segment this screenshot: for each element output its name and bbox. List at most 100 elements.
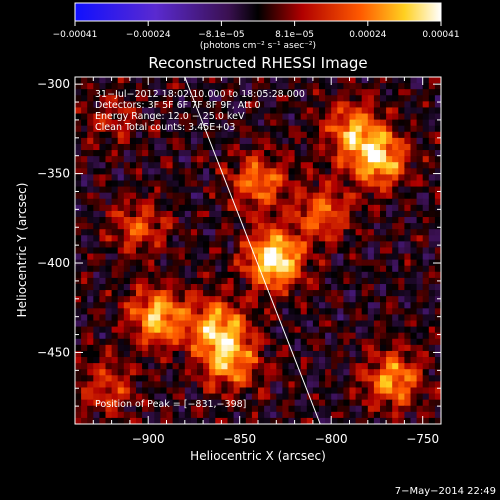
heatmap-pixel <box>276 168 283 176</box>
heatmap-pixel <box>270 198 277 206</box>
heatmap-pixel <box>190 229 198 236</box>
heatmap-pixel <box>99 113 107 121</box>
heatmap-pixel <box>337 320 344 328</box>
heatmap-pixel <box>209 369 216 376</box>
heatmap-pixel <box>172 290 180 297</box>
heatmap-pixel <box>251 265 259 273</box>
heatmap-pixel <box>197 192 204 200</box>
heatmap-pixel <box>428 296 436 303</box>
heatmap-pixel <box>300 235 308 242</box>
heatmap-pixel <box>148 277 155 285</box>
heatmap-pixel <box>148 338 155 346</box>
heatmap-pixel <box>105 326 113 334</box>
heatmap-pixel <box>233 350 241 358</box>
heatmap-pixel <box>87 198 94 206</box>
heatmap-pixel <box>123 192 131 200</box>
heatmap-pixel <box>203 150 210 157</box>
heatmap-pixel <box>117 150 125 157</box>
heatmap-pixel <box>404 89 412 96</box>
heatmap-pixel <box>404 277 412 285</box>
heatmap-pixel <box>343 338 351 346</box>
heatmap-pixel <box>227 247 235 255</box>
heatmap-pixel <box>99 326 107 334</box>
heatmap-pixel <box>75 271 82 279</box>
heatmap-pixel <box>154 89 161 96</box>
heatmap-pixel <box>270 405 277 413</box>
heatmap-pixel <box>288 290 296 297</box>
heatmap-pixel <box>81 113 88 121</box>
heatmap-pixel <box>93 119 100 127</box>
heatmap-pixel <box>386 210 393 218</box>
heatmap-pixel <box>373 344 381 352</box>
heatmap-pixel <box>154 381 161 389</box>
heatmap-pixel <box>422 156 430 163</box>
heatmap-pixel <box>203 308 210 316</box>
heatmap-pixel <box>398 399 405 407</box>
heatmap-pixel <box>428 405 436 413</box>
heatmap-pixel <box>410 357 418 364</box>
heatmap-pixel <box>367 229 375 236</box>
heatmap-pixel <box>154 198 161 206</box>
heatmap-pixel <box>93 229 100 236</box>
heatmap-pixel <box>312 314 320 322</box>
heatmap-pixel <box>288 223 296 230</box>
heatmap-pixel <box>380 369 387 376</box>
heatmap-pixel <box>75 393 82 401</box>
heatmap-pixel <box>178 344 186 352</box>
heatmap-pixel <box>282 89 290 96</box>
heatmap-pixel <box>148 332 155 340</box>
heatmap-pixel <box>294 290 302 297</box>
heatmap-pixel <box>209 168 216 176</box>
heatmap-pixel <box>178 381 186 389</box>
heatmap-pixel <box>203 235 210 242</box>
heatmap-pixel <box>398 168 405 176</box>
heatmap-pixel <box>392 83 399 90</box>
heatmap-pixel <box>117 223 125 230</box>
heatmap-pixel <box>306 314 314 322</box>
heatmap-pixel <box>264 277 271 285</box>
heatmap-pixel <box>264 168 271 176</box>
heatmap-pixel <box>111 113 119 121</box>
heatmap-pixel <box>404 405 412 413</box>
heatmap-pixel <box>203 168 210 176</box>
heatmap-pixel <box>215 101 222 109</box>
heatmap-pixel <box>392 369 399 376</box>
heatmap-pixel <box>264 350 271 358</box>
heatmap-pixel <box>416 101 424 109</box>
heatmap-pixel <box>148 101 155 109</box>
heatmap-pixel <box>227 332 235 340</box>
heatmap-pixel <box>166 393 174 401</box>
heatmap-pixel <box>129 320 137 328</box>
heatmap-pixel <box>154 314 161 322</box>
heatmap-pixel <box>123 277 131 285</box>
heatmap-pixel <box>221 363 229 370</box>
heatmap-pixel <box>312 101 320 109</box>
heatmap-pixel <box>373 223 381 230</box>
heatmap-pixel <box>373 363 381 370</box>
heatmap-pixel <box>288 283 296 291</box>
heatmap-pixel <box>166 137 174 145</box>
heatmap-pixel <box>258 156 265 163</box>
heatmap-pixel <box>392 156 399 163</box>
heatmap-pixel <box>373 308 381 316</box>
heatmap-pixel <box>99 137 107 145</box>
heatmap-pixel <box>282 387 290 395</box>
heatmap-pixel <box>416 381 424 389</box>
heatmap-pixel <box>105 381 113 389</box>
heatmap-pixel <box>75 174 82 182</box>
heatmap-pixel <box>337 247 344 255</box>
heatmap-pixel <box>245 223 253 230</box>
heatmap-pixel <box>337 235 344 242</box>
heatmap-pixel <box>154 186 161 194</box>
heatmap-pixel <box>105 174 113 182</box>
heatmap-pixel <box>117 369 125 376</box>
heatmap-pixel <box>343 101 351 109</box>
heatmap-pixel <box>215 393 222 401</box>
heatmap-pixel <box>416 95 424 102</box>
heatmap-pixel <box>361 162 369 169</box>
heatmap-pixel <box>160 137 168 145</box>
heatmap-pixel <box>221 180 229 188</box>
heatmap-pixel <box>264 83 271 90</box>
heatmap-pixel <box>404 168 412 176</box>
heatmap-pixel <box>251 302 259 309</box>
